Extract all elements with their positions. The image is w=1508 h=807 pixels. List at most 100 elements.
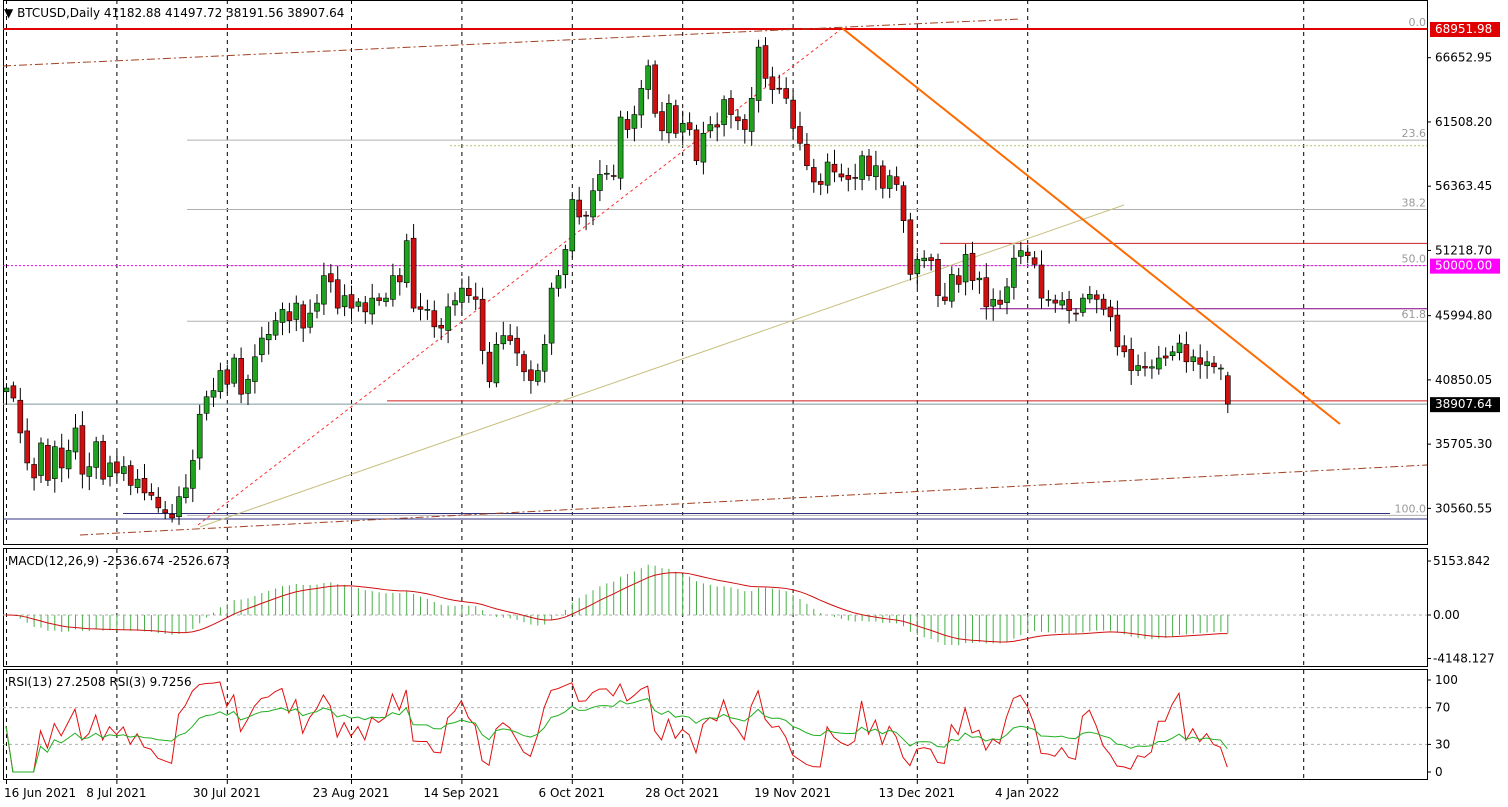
candle-body: [86, 466, 93, 477]
candle-body: [279, 309, 286, 323]
macd-tick-label: 0.00: [1433, 608, 1460, 622]
candle: [866, 148, 872, 181]
candle-body: [93, 441, 99, 468]
candle-body: [707, 124, 714, 132]
candle: [1142, 351, 1148, 377]
candle-body: [355, 301, 362, 307]
candle-body: [417, 306, 424, 310]
candle-body: [783, 88, 790, 99]
candle: [369, 283, 376, 325]
candle-body: [1128, 349, 1134, 371]
candle-body: [148, 491, 155, 496]
candle: [493, 332, 500, 388]
candle-body: [590, 190, 596, 218]
candle-body: [1190, 356, 1197, 362]
candle: [776, 74, 783, 94]
symbol-info: BTCUSD,Daily 41182.88 41497.72 38191.56 …: [17, 6, 345, 20]
price-label-text: 68951.98: [1435, 22, 1492, 36]
price-label-text: 38907.64: [1435, 397, 1492, 411]
candle: [265, 321, 272, 355]
candle-body: [238, 358, 244, 395]
price-axis[interactable]: 66652.95 61508.20 56363.45 51218.70 45994.80…: [1427, 51, 1492, 516]
candle-body: [1204, 361, 1210, 367]
candle: [728, 90, 734, 129]
candle: [983, 263, 990, 320]
candle-body: [686, 122, 693, 130]
candle-body: [866, 155, 872, 177]
candle: [500, 321, 507, 350]
candle-body: [1176, 342, 1183, 354]
candle-body: [472, 296, 479, 300]
candle-body: [845, 175, 852, 180]
candle-body: [976, 277, 983, 281]
uptrend-line: [199, 204, 1125, 528]
candle: [1156, 345, 1162, 375]
candle: [652, 60, 658, 118]
candle: [1107, 299, 1114, 332]
candle: [976, 271, 983, 294]
time-tick-label: 19 Nov 2021: [754, 786, 831, 800]
time-axis[interactable]: 16 Jun 2021 8 Jul 2021 30 Jul 2021 23 Aug 2…: [4, 780, 1059, 800]
candle: [962, 244, 969, 296]
candle: [224, 364, 231, 394]
candle: [824, 153, 831, 194]
candle-body: [410, 237, 417, 309]
candle: [735, 109, 741, 131]
candle-body: [748, 98, 755, 132]
fib-level-label: 0.0: [1409, 16, 1427, 29]
candle: [1162, 347, 1169, 367]
candle: [1011, 244, 1017, 300]
candle: [541, 334, 548, 383]
candle-body: [942, 296, 948, 301]
price-tick-label: 66652.95: [1435, 51, 1492, 65]
candle-body: [183, 487, 189, 499]
candles[interactable]: [3, 37, 1231, 525]
price-tick-label: 35705.30: [1435, 437, 1492, 451]
candle: [383, 292, 389, 307]
candle-body: [79, 425, 86, 475]
candle: [452, 292, 458, 316]
candle: [1149, 359, 1155, 379]
candle: [252, 344, 258, 394]
candle: [714, 112, 721, 142]
candle-body: [1087, 294, 1093, 300]
candle-body: [38, 442, 44, 476]
candle: [1093, 290, 1100, 314]
candle: [203, 390, 210, 421]
candle-body: [424, 309, 431, 311]
candle-body: [217, 370, 224, 392]
macd-tick-label: -4148.127: [1433, 651, 1495, 665]
collapse-triangle-icon[interactable]: ▼: [4, 6, 14, 20]
candle-body: [659, 111, 665, 132]
candle-body: [65, 450, 72, 470]
channel-lower-line: [79, 464, 1427, 536]
candle-body: [603, 172, 610, 175]
candle-body: [203, 396, 210, 414]
candle-body: [210, 390, 217, 398]
chart-drawings: [3, 18, 1427, 536]
candle-body: [879, 165, 886, 189]
time-tick-label: 8 Jul 2021: [86, 786, 146, 800]
candle: [300, 300, 307, 342]
candle: [155, 487, 162, 513]
candle: [769, 66, 776, 104]
candle: [24, 418, 31, 471]
candle: [845, 167, 852, 192]
candle-body: [1107, 306, 1114, 318]
candle-body: [72, 427, 79, 453]
candle: [114, 451, 120, 483]
rsi-indicator: [3, 681, 1427, 773]
pane-frames: [3, 0, 1428, 780]
candle: [693, 124, 700, 166]
candle-body: [638, 88, 645, 116]
candle: [293, 295, 300, 332]
candle-body: [445, 306, 451, 331]
price-tick-label: 40850.05: [1435, 373, 1492, 387]
candle: [1066, 290, 1072, 324]
candle: [65, 439, 72, 479]
candle: [183, 474, 189, 504]
candle-body: [1218, 367, 1224, 370]
candle: [10, 381, 17, 402]
candle-body: [176, 496, 182, 518]
